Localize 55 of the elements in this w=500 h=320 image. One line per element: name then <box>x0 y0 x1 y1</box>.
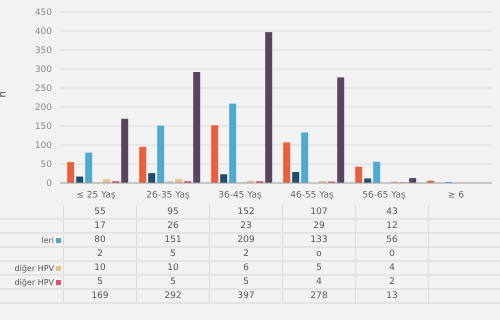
data-label: 29 <box>282 219 356 233</box>
data-label: 17 <box>64 219 136 233</box>
legend-label: diğer HPV <box>14 278 55 286</box>
y-tick-label: 400 <box>34 27 52 38</box>
data-label: 2 <box>210 247 282 261</box>
y-tick-label: 350 <box>34 46 52 56</box>
y-tick-label: 250 <box>34 84 52 94</box>
data-label: 80 <box>64 233 136 247</box>
data-label: 152 <box>210 205 282 219</box>
x-tick-label: 26-35 Yaş <box>146 190 190 200</box>
data-label: 209 <box>210 233 282 247</box>
y-tick-label: 300 <box>34 65 52 76</box>
data-label: 292 <box>136 289 210 303</box>
x-tick-label: 36-45 Yaş <box>218 190 262 200</box>
y-tick-label: 450 <box>34 8 52 18</box>
data-label: 5 <box>64 275 136 289</box>
data-label: 56 <box>356 233 428 247</box>
data-label: 5 <box>282 261 356 275</box>
data-label: 13 <box>356 289 428 303</box>
data-label: 10 <box>64 261 136 275</box>
data-label: 4 <box>282 275 356 289</box>
data-label: 5 <box>136 275 210 289</box>
data-label: 26 <box>136 219 210 233</box>
data-label: 23 <box>210 219 282 233</box>
data-label: 278 <box>282 289 356 303</box>
data-label: 107 <box>282 205 356 219</box>
data-label: 5 <box>210 275 282 289</box>
data-label: 95 <box>136 205 210 219</box>
x-tick-label: 56-65 Yaş <box>362 190 406 200</box>
data-label: 397 <box>210 289 282 303</box>
x-tick-label: ≤ 25 Yaş <box>76 190 116 200</box>
data-label: 4 <box>356 261 428 275</box>
data-label: 6 <box>210 261 282 275</box>
data-label: 2 <box>64 247 136 261</box>
data-label: 12 <box>356 219 428 233</box>
data-label: 55 <box>64 205 136 219</box>
y-tick-label: 50 <box>40 160 52 170</box>
data-label: 2 <box>356 275 428 289</box>
y-tick-label: 0 <box>46 179 52 190</box>
data-label: 43 <box>356 205 428 219</box>
legend-label: leri <box>41 236 55 244</box>
y-tick-label: 150 <box>34 122 52 132</box>
y-tick-label: 100 <box>34 141 52 152</box>
data-label: 133 <box>282 233 356 247</box>
data-label: 151 <box>136 233 210 247</box>
y-axis-title: n <box>0 91 9 98</box>
data-label: o <box>282 247 356 261</box>
x-tick-label: 46-55 Yaş <box>290 190 334 200</box>
x-tick-label: ≥ 6 <box>448 190 464 200</box>
data-label: 169 <box>64 289 136 303</box>
legend-label: diğer HPV <box>14 264 55 272</box>
data-label: 0 <box>356 247 428 261</box>
data-label: 5 <box>136 247 210 261</box>
y-tick-label: 200 <box>34 103 52 114</box>
data-label: 10 <box>136 261 210 275</box>
